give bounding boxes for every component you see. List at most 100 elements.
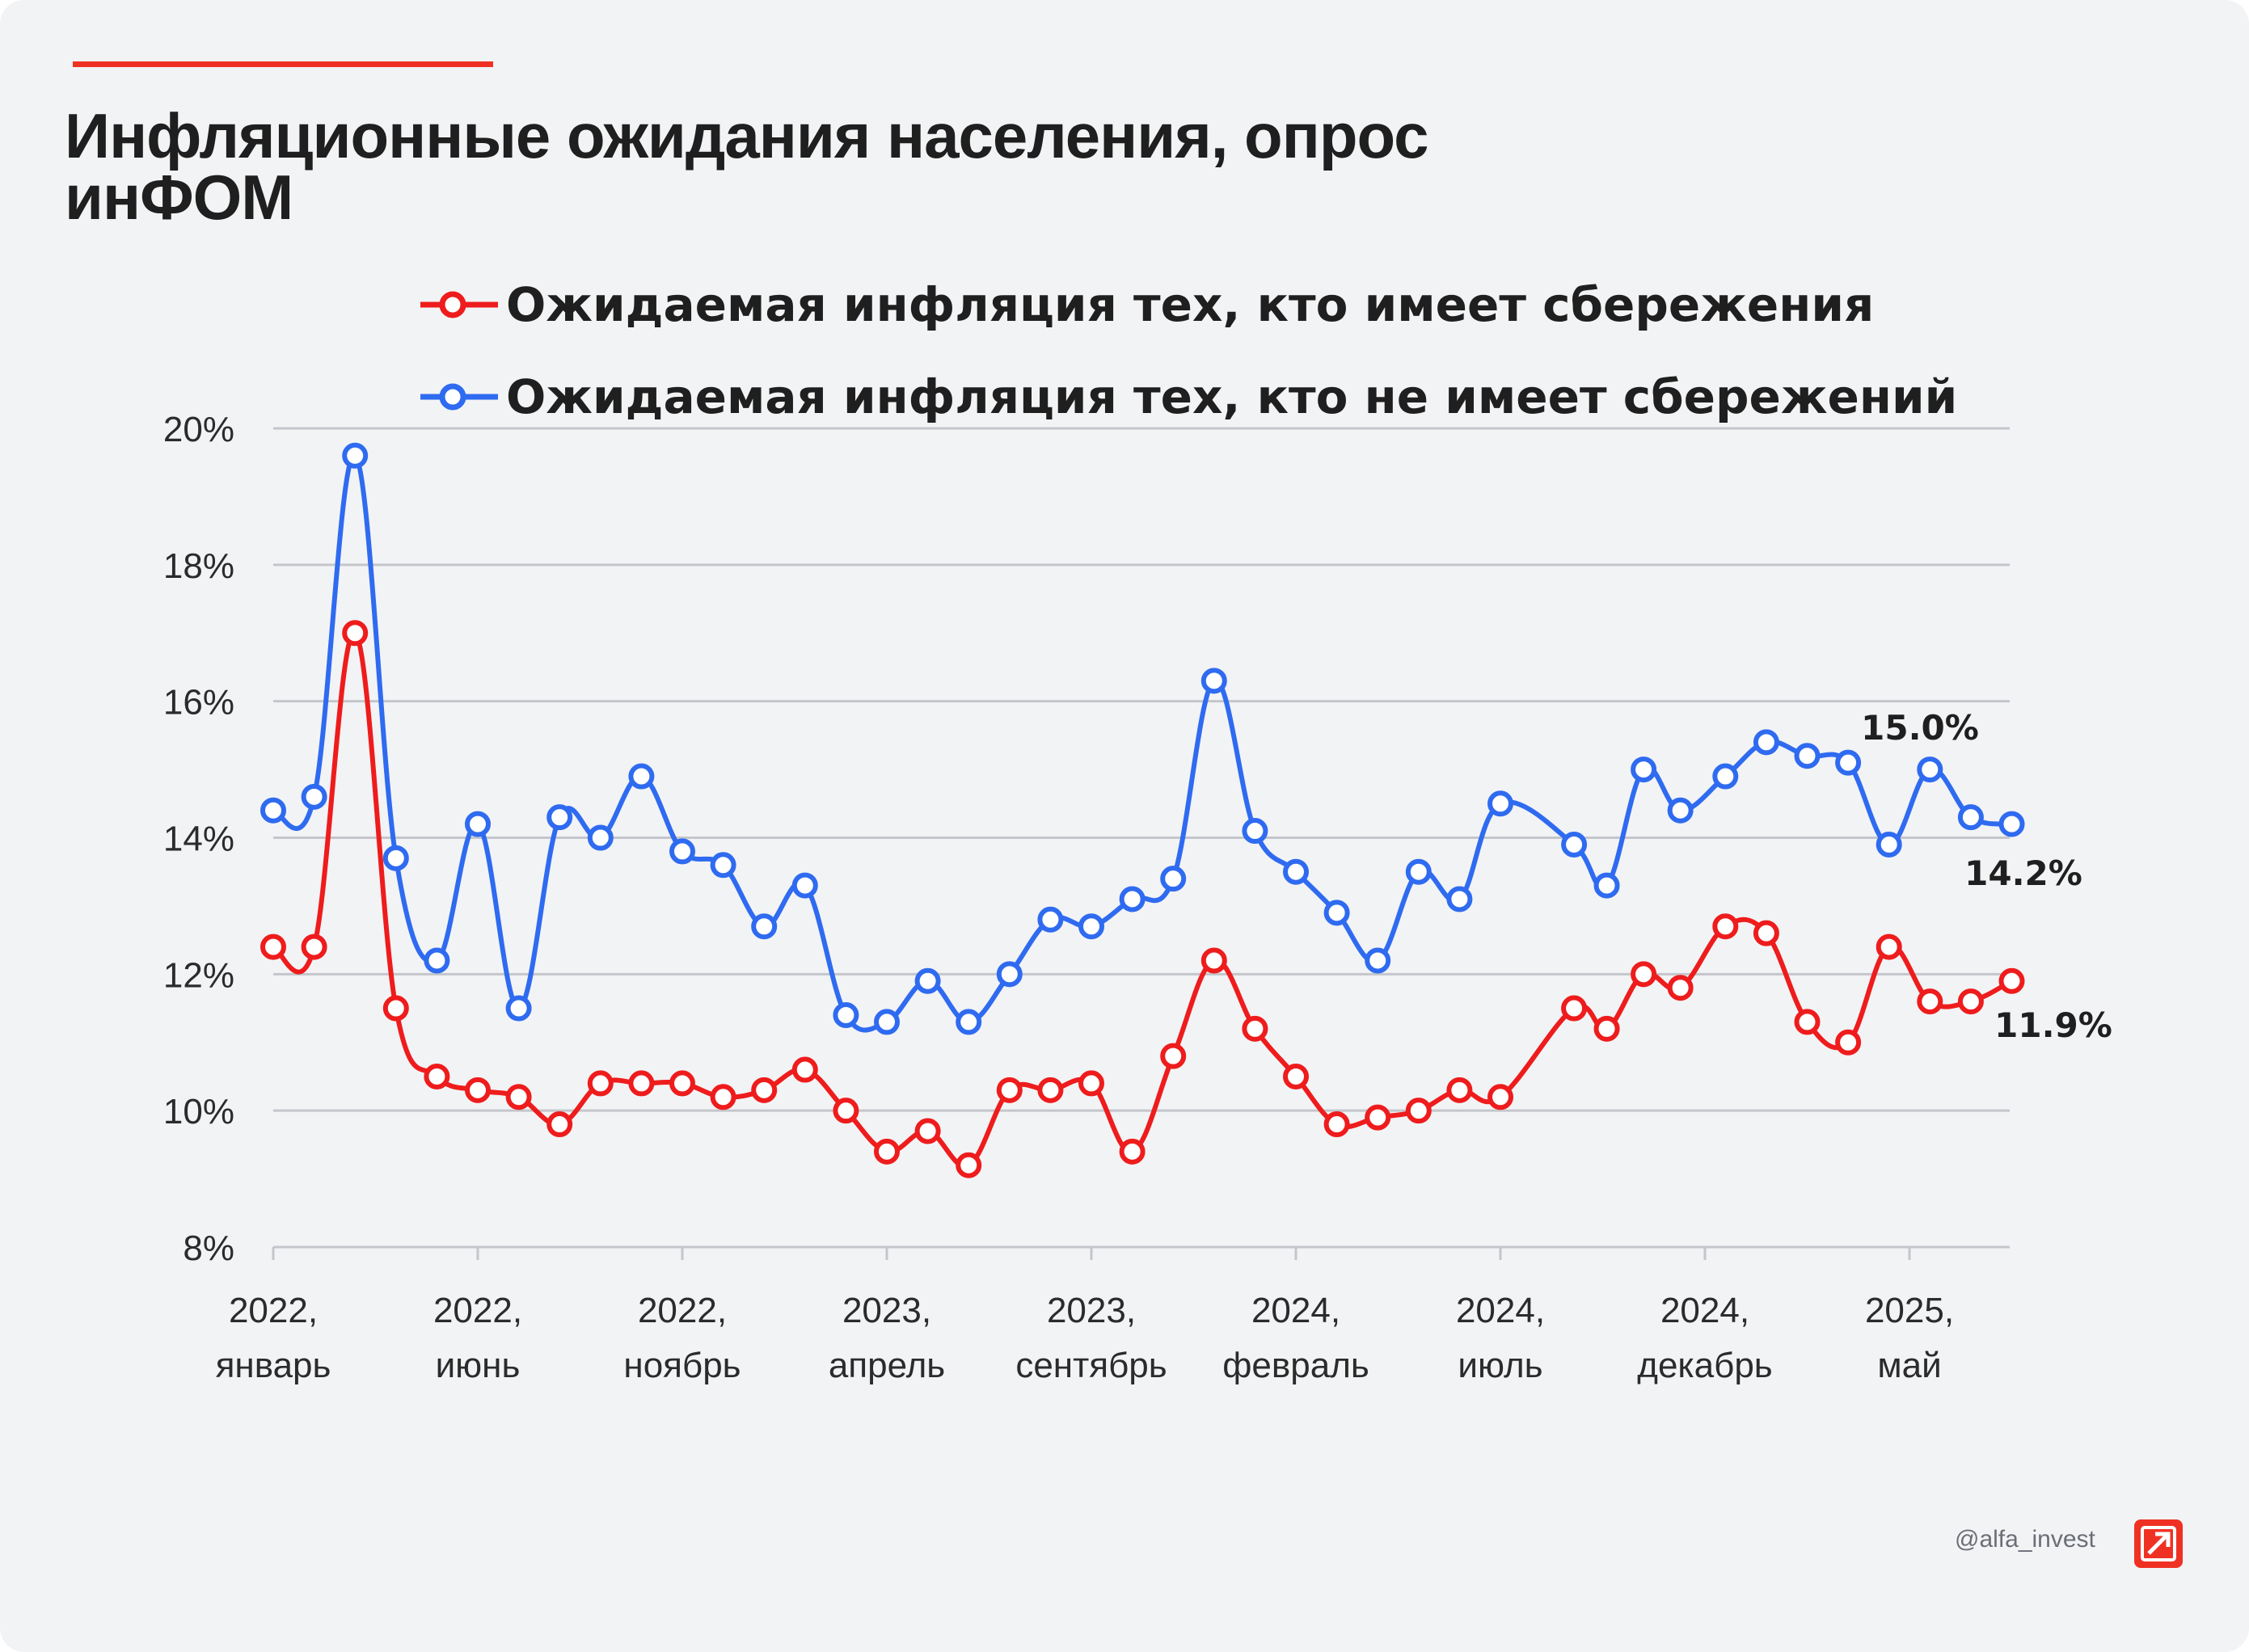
data-point-savers (1957, 988, 1984, 1015)
data-point-nonsavers (1917, 756, 1943, 783)
x-tick-label-month: январь (216, 1346, 331, 1385)
data-point-nonsavers (1667, 797, 1694, 824)
data-point-nonsavers (1835, 749, 1862, 776)
legend-label-nonsavers: Ожидаемая инфляция тех, кто не имеет сбе… (506, 369, 1958, 424)
data-point-savers (1365, 1104, 1391, 1131)
data-point-savers (1998, 967, 2025, 994)
data-point-nonsavers (1200, 668, 1227, 694)
data-point-nonsavers (751, 913, 778, 940)
y-tick-label: 14% (163, 820, 234, 859)
data-point-savers (1323, 1111, 1350, 1138)
data-point-nonsavers (1283, 858, 1309, 885)
data-point-nonsavers (465, 811, 491, 837)
data-point-nonsavers (833, 1001, 859, 1028)
x-tick-label-year: 2022, (229, 1291, 318, 1330)
y-tick-label: 18% (163, 546, 234, 586)
data-point-nonsavers (1487, 790, 1513, 817)
x-tick-label-month: апрель (829, 1346, 945, 1385)
data-point-nonsavers (669, 838, 695, 865)
data-point-nonsavers (956, 1009, 982, 1035)
data-point-nonsavers (1160, 866, 1187, 892)
data-point-savers (956, 1152, 982, 1178)
data-point-nonsavers (1631, 756, 1657, 783)
data-point-nonsavers (996, 961, 1023, 988)
data-point-savers (382, 995, 409, 1022)
legend-item-savers: Ожидаемая инфляция тех, кто имеет сбереж… (420, 259, 1957, 351)
data-point-nonsavers (874, 1009, 900, 1035)
x-tick-label-month: февраль (1222, 1346, 1369, 1385)
data-point-savers (1405, 1098, 1432, 1124)
x-tick-label-year: 2023, (842, 1291, 931, 1330)
x-tick-label-month: июль (1458, 1346, 1542, 1385)
data-point-savers (505, 1084, 532, 1110)
annotation-nonsavers-last: 14.2% (1964, 853, 2082, 893)
data-point-nonsavers (628, 763, 655, 790)
data-point-savers (301, 933, 327, 960)
data-point-nonsavers (1998, 811, 2025, 837)
data-point-nonsavers (1593, 872, 1620, 899)
x-tick-label-year: 2025, (1865, 1291, 1954, 1330)
data-point-nonsavers (1078, 913, 1104, 940)
data-point-nonsavers (1712, 763, 1739, 790)
x-tick-label-year: 2022, (433, 1291, 522, 1330)
data-point-savers (1446, 1077, 1473, 1103)
data-point-nonsavers (1957, 804, 1984, 831)
footer-handle: @alfa_invest (1955, 1526, 2095, 1553)
x-tick-label-year: 2024, (1456, 1291, 1545, 1330)
legend-swatch-nonsavers-icon (420, 383, 498, 411)
data-point-savers (874, 1138, 900, 1165)
data-point-savers (1712, 913, 1739, 940)
legend-item-nonsavers: Ожидаемая инфляция тех, кто не имеет сбе… (420, 351, 1957, 443)
data-point-savers (1794, 1009, 1821, 1035)
x-tick-label-year: 2024, (1660, 1291, 1749, 1330)
data-point-savers (1160, 1043, 1187, 1069)
data-point-savers (996, 1077, 1023, 1103)
data-point-nonsavers (1037, 906, 1064, 933)
data-point-nonsavers (342, 442, 369, 469)
data-point-savers (1917, 988, 1943, 1015)
x-tick-label-year: 2024, (1251, 1291, 1340, 1330)
data-point-savers (1876, 933, 1902, 960)
x-tick-label-month: ноябрь (623, 1346, 741, 1385)
data-point-savers (710, 1084, 736, 1110)
data-point-savers (424, 1063, 450, 1089)
data-point-nonsavers (424, 947, 450, 974)
data-point-savers (587, 1070, 614, 1097)
data-point-savers (1667, 975, 1694, 1001)
data-point-savers (1835, 1029, 1862, 1056)
legend-swatch-savers-icon (420, 291, 498, 318)
accent-line (73, 61, 493, 67)
x-tick-label-year: 2022, (638, 1291, 727, 1330)
data-point-nonsavers (1753, 729, 1779, 756)
data-point-savers (1037, 1077, 1064, 1103)
data-point-savers (791, 1056, 818, 1083)
data-point-nonsavers (1365, 947, 1391, 974)
x-tick-label-year: 2023, (1047, 1291, 1136, 1330)
data-point-savers (342, 620, 369, 647)
y-tick-label: 20% (163, 410, 234, 449)
y-tick-label: 8% (183, 1228, 234, 1268)
chart-title: Инфляционные ожидания населения, опрос и… (65, 104, 1601, 233)
data-point-savers (628, 1070, 655, 1097)
data-point-nonsavers (546, 804, 573, 831)
data-point-nonsavers (1323, 900, 1350, 926)
data-point-nonsavers (1242, 818, 1268, 845)
y-tick-label: 12% (163, 955, 234, 995)
data-point-savers (1119, 1138, 1146, 1165)
data-point-nonsavers (710, 852, 736, 879)
legend-label-savers: Ожидаемая инфляция тех, кто имеет сбереж… (506, 277, 1875, 332)
data-point-savers (751, 1077, 778, 1103)
annotation-nonsavers-peak: 15.0% (1861, 708, 1979, 748)
title-line-2: инФОМ (65, 162, 293, 233)
data-point-savers (546, 1111, 573, 1138)
annotation-savers-last: 11.9% (1994, 1005, 2112, 1045)
data-point-nonsavers (587, 824, 614, 851)
data-point-savers (260, 933, 286, 960)
data-point-savers (1078, 1070, 1104, 1097)
data-point-nonsavers (791, 872, 818, 899)
data-point-nonsavers (1405, 858, 1432, 885)
data-point-savers (465, 1077, 491, 1103)
data-point-nonsavers (1561, 831, 1588, 858)
